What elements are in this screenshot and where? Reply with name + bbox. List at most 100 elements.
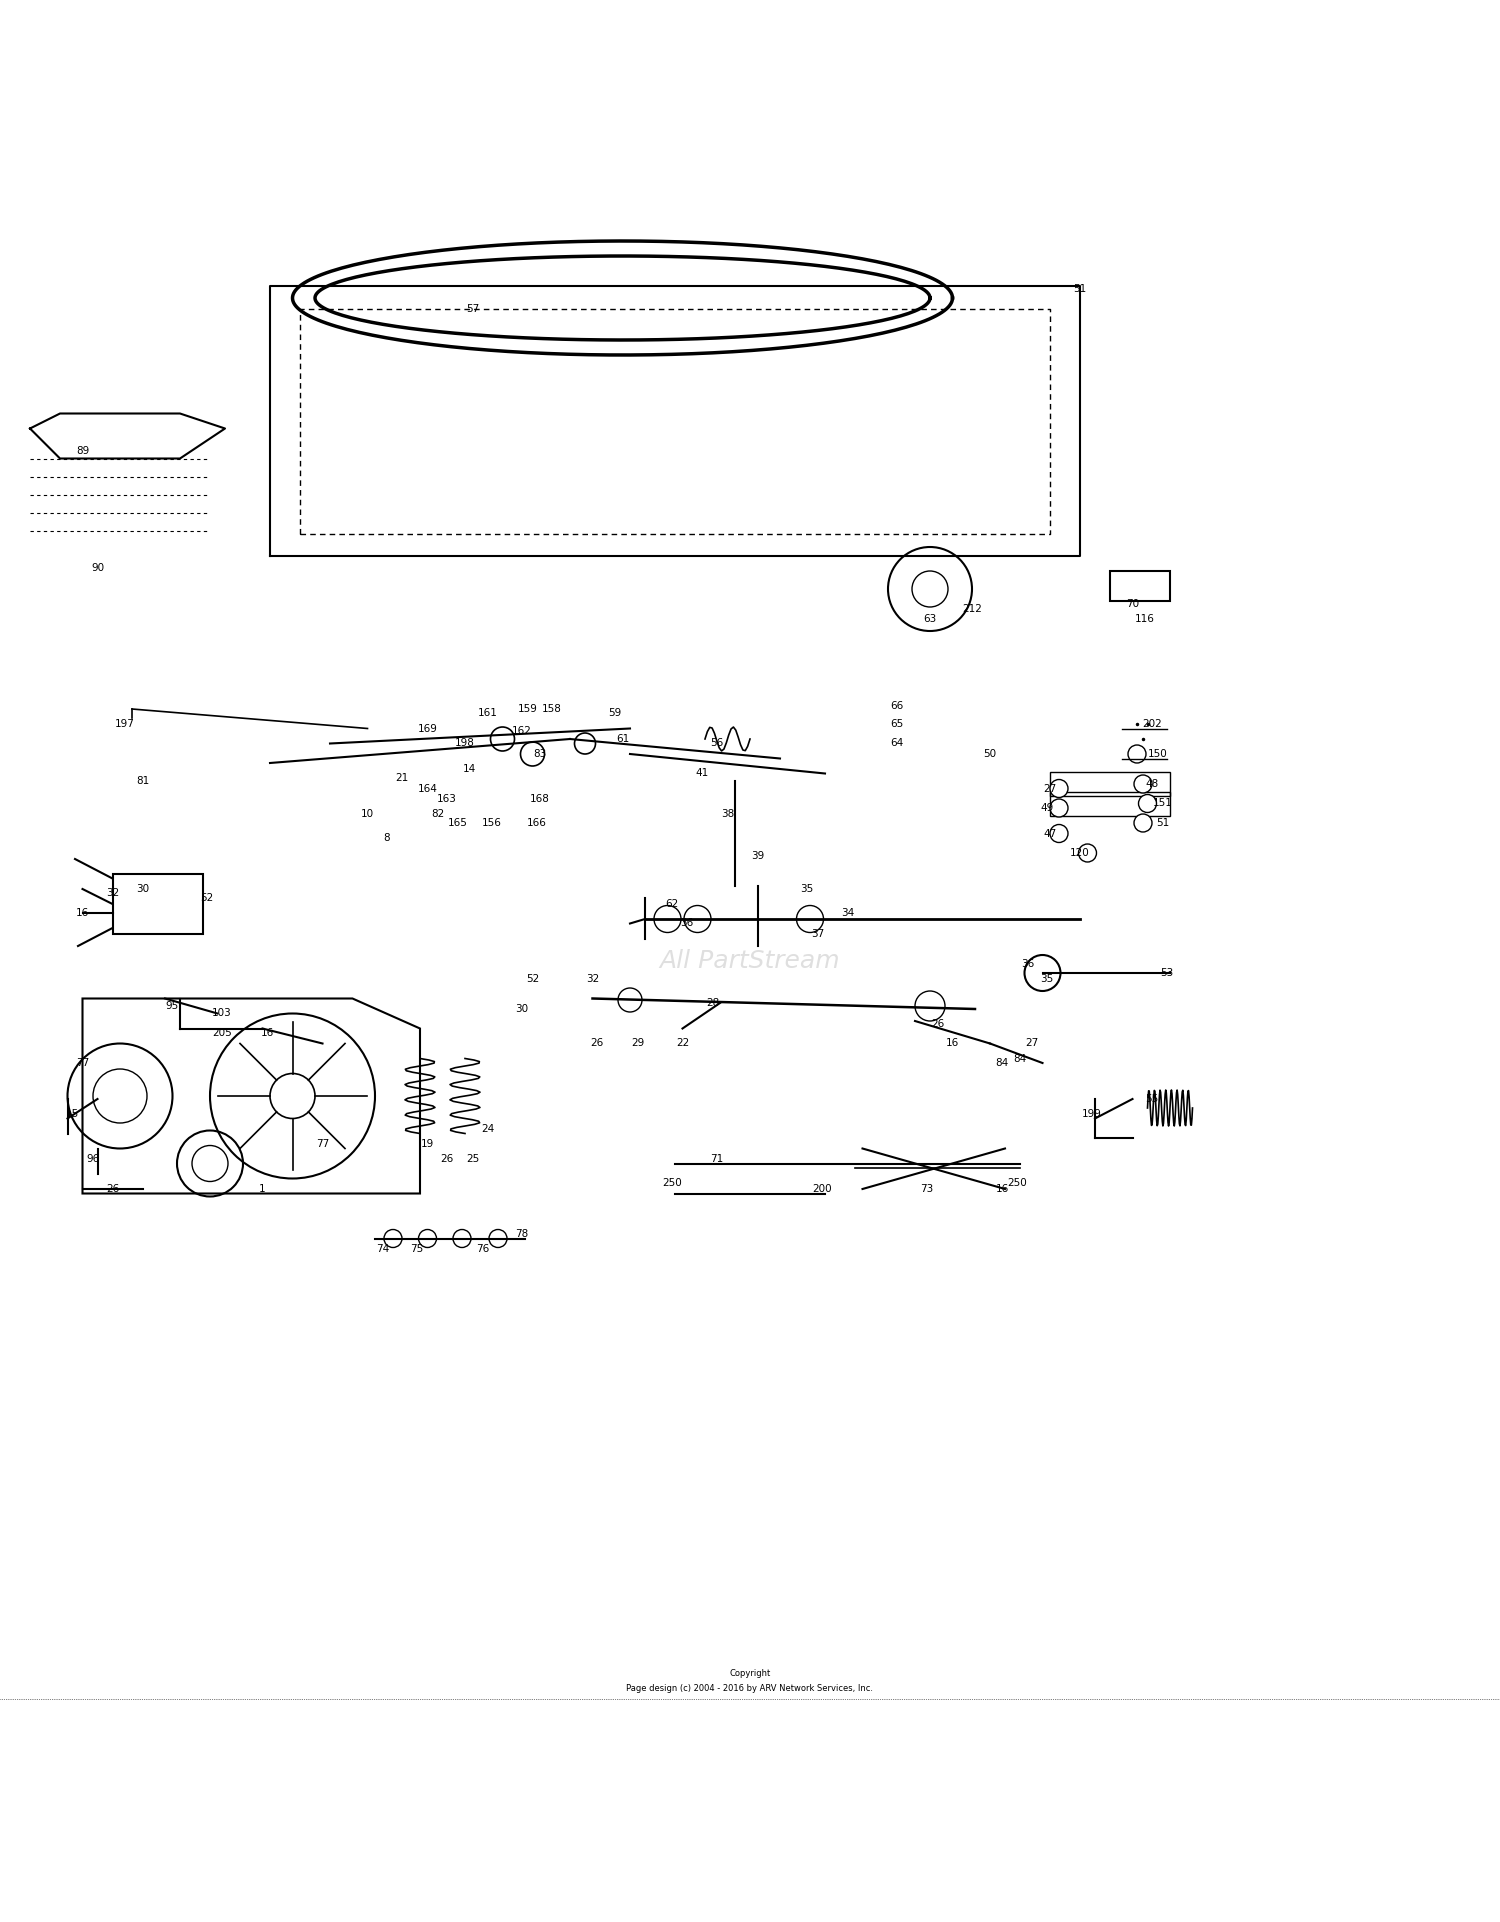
Text: 95: 95 [166, 1001, 178, 1011]
Text: 61: 61 [616, 734, 628, 744]
Text: 30: 30 [516, 1003, 528, 1015]
Text: 16: 16 [996, 1184, 1008, 1194]
Text: 81: 81 [136, 776, 148, 786]
Text: 96: 96 [87, 1153, 99, 1165]
Text: 199: 199 [1082, 1109, 1102, 1119]
Text: 27: 27 [1026, 1038, 1038, 1049]
Circle shape [453, 1230, 471, 1247]
Circle shape [1050, 800, 1068, 817]
Circle shape [618, 988, 642, 1013]
Text: 50: 50 [984, 750, 996, 759]
Text: 30: 30 [136, 884, 148, 894]
Circle shape [1134, 815, 1152, 832]
Text: 76: 76 [477, 1244, 489, 1253]
Text: 26: 26 [591, 1038, 603, 1049]
Text: 49: 49 [1041, 803, 1053, 813]
Text: 25: 25 [466, 1153, 478, 1165]
Text: 51: 51 [1074, 284, 1086, 294]
Text: 89: 89 [76, 446, 88, 456]
Text: 8: 8 [384, 832, 390, 844]
Text: 32: 32 [586, 974, 598, 984]
Text: 66: 66 [891, 702, 903, 711]
Text: 200: 200 [812, 1184, 832, 1194]
Text: 71: 71 [711, 1153, 723, 1165]
Text: 16: 16 [76, 907, 88, 919]
Text: 83: 83 [534, 750, 546, 759]
Text: 103: 103 [211, 1009, 232, 1019]
Text: 57: 57 [466, 304, 478, 313]
Text: 82: 82 [432, 809, 444, 819]
Text: 158: 158 [542, 703, 562, 713]
Circle shape [490, 727, 514, 752]
Text: 28: 28 [706, 998, 718, 1007]
Text: 56: 56 [711, 738, 723, 748]
Text: 24: 24 [482, 1124, 494, 1134]
Text: 62: 62 [666, 899, 678, 909]
Text: 27: 27 [1044, 784, 1056, 794]
Text: 163: 163 [436, 794, 457, 803]
Text: 38: 38 [722, 809, 734, 819]
Circle shape [384, 1230, 402, 1247]
Circle shape [654, 905, 681, 932]
Text: 51: 51 [1156, 819, 1168, 828]
Circle shape [1138, 794, 1156, 813]
Text: 90: 90 [92, 563, 104, 573]
Text: 52: 52 [201, 894, 213, 903]
Text: 15: 15 [66, 1109, 78, 1119]
Circle shape [574, 732, 596, 753]
Text: 198: 198 [454, 738, 476, 748]
Text: 84: 84 [1014, 1053, 1026, 1063]
Text: 70: 70 [1126, 600, 1138, 609]
Text: 150: 150 [1148, 750, 1168, 759]
Circle shape [915, 992, 945, 1021]
Text: Copyright: Copyright [729, 1668, 771, 1678]
Circle shape [796, 905, 824, 932]
Text: 26: 26 [441, 1153, 453, 1165]
Text: 73: 73 [921, 1184, 933, 1194]
Text: 19: 19 [422, 1140, 434, 1149]
Text: 250: 250 [1007, 1178, 1028, 1188]
Text: 212: 212 [962, 604, 982, 613]
Text: 77: 77 [316, 1140, 328, 1149]
Text: 250: 250 [662, 1178, 682, 1188]
Text: 59: 59 [609, 709, 621, 719]
Text: 47: 47 [1044, 828, 1056, 838]
Text: 26: 26 [932, 1019, 944, 1028]
Circle shape [1134, 775, 1152, 794]
Text: 197: 197 [114, 719, 135, 728]
Circle shape [270, 1074, 315, 1119]
Text: 36: 36 [1022, 959, 1034, 969]
Circle shape [419, 1230, 436, 1247]
Text: 63: 63 [924, 613, 936, 625]
Text: 205: 205 [211, 1028, 232, 1038]
Text: 84: 84 [996, 1057, 1008, 1069]
Text: 37: 37 [812, 928, 824, 940]
Text: 16: 16 [261, 1028, 273, 1038]
Text: 162: 162 [512, 727, 532, 736]
Text: 159: 159 [518, 703, 538, 713]
Text: 41: 41 [696, 769, 708, 778]
Text: 14: 14 [464, 765, 476, 775]
Text: 10: 10 [362, 809, 374, 819]
Text: 35: 35 [801, 884, 813, 894]
Text: 1: 1 [260, 1184, 266, 1194]
Text: 39: 39 [752, 851, 764, 861]
Text: 22: 22 [676, 1038, 688, 1049]
Text: 29: 29 [632, 1038, 644, 1049]
Text: 202: 202 [1142, 719, 1162, 728]
Text: 55: 55 [1146, 1094, 1158, 1103]
Circle shape [1078, 844, 1096, 861]
Text: 120: 120 [1070, 848, 1090, 857]
Circle shape [489, 1230, 507, 1247]
Text: 52: 52 [526, 974, 538, 984]
Circle shape [1050, 825, 1068, 842]
Text: 26: 26 [106, 1184, 118, 1194]
Text: 156: 156 [482, 819, 502, 828]
Text: 161: 161 [477, 709, 498, 719]
Text: 169: 169 [417, 723, 438, 734]
Text: 48: 48 [1146, 778, 1158, 790]
Circle shape [684, 905, 711, 932]
Circle shape [520, 742, 544, 767]
Text: 151: 151 [1152, 798, 1173, 809]
Text: 165: 165 [447, 819, 468, 828]
